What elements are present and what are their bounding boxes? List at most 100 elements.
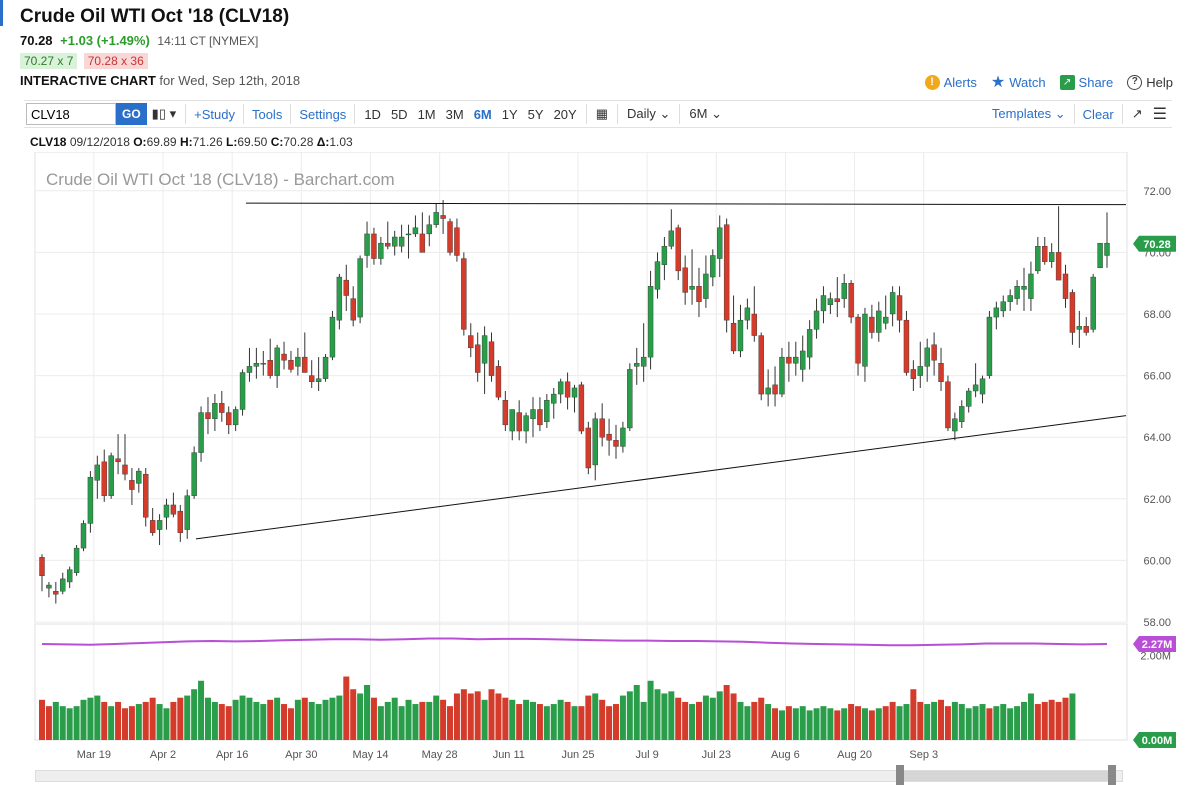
volume-bar	[910, 689, 917, 740]
watch-label: Watch	[1009, 74, 1046, 90]
candle-down	[143, 473, 149, 518]
candle-up	[66, 569, 73, 583]
volume-avg-tag	[1133, 635, 1176, 652]
range-6m[interactable]: 6M	[473, 106, 492, 122]
candle-up	[959, 406, 965, 422]
candle-down	[281, 353, 287, 361]
range-1y[interactable]: 1Y	[501, 106, 518, 122]
volume-bar	[778, 710, 785, 740]
volume-bar	[225, 706, 232, 740]
range-3m[interactable]: 3M	[445, 106, 464, 122]
share-link[interactable]: ↗ Share	[1059, 74, 1113, 90]
candle-down	[1069, 292, 1076, 333]
range-20y[interactable]: 20Y	[553, 106, 577, 122]
volume-bar	[516, 704, 523, 740]
range-1d[interactable]: 1D	[364, 106, 381, 122]
volume-bar	[287, 708, 294, 740]
candle-up	[60, 578, 66, 592]
go-button[interactable]: GO	[116, 103, 147, 125]
volume-bar	[924, 704, 931, 740]
ohlc-c-label: C:	[270, 135, 284, 149]
expand-icon[interactable]: ↗	[1131, 106, 1143, 121]
scroll-handle-right[interactable]	[1108, 765, 1116, 785]
templates-button[interactable]: Templates ⌄	[991, 106, 1066, 121]
calendar-icon[interactable]: ▦	[595, 106, 608, 121]
candle-up	[357, 258, 363, 318]
volume-bar	[1048, 699, 1055, 740]
quote-line: 70.28 +1.03 (+1.49%) 14:11 CT [NYMEX]	[20, 33, 258, 48]
volume-bar	[350, 689, 357, 740]
candle-up	[184, 495, 190, 530]
watch-link[interactable]: ★ Watch	[991, 72, 1046, 92]
volume-bar	[419, 701, 426, 740]
candle-down	[288, 359, 294, 370]
volume-bar	[426, 701, 433, 740]
candle-down	[945, 381, 951, 429]
share-icon: ↗	[1059, 74, 1075, 90]
help-link[interactable]: ? Help	[1127, 74, 1173, 90]
range-1m[interactable]: 1M	[417, 106, 436, 122]
candle-up	[952, 418, 958, 432]
volume-bar	[536, 704, 543, 740]
volume-bar	[578, 706, 585, 740]
ohlc-d-label: Δ:	[316, 135, 330, 149]
volume-bar	[274, 697, 281, 740]
price-chart[interactable]: Mar 19 Apr 2 Apr 16 Apr 30 May 14 May 28 Jun 1…	[0, 152, 1185, 767]
ohlc-h-label: H:	[179, 135, 193, 149]
candle-down	[1083, 326, 1089, 333]
x-tick-label: Aug 6	[771, 749, 800, 761]
candle-down	[350, 298, 356, 321]
candle-up	[378, 242, 384, 259]
settings-button[interactable]: Settings	[299, 106, 347, 122]
candle-up	[571, 387, 578, 398]
scroll-handle-left[interactable]	[896, 765, 904, 785]
candle-down	[205, 412, 211, 419]
candle-down	[1055, 252, 1062, 281]
clear-button[interactable]: Clear	[1082, 106, 1114, 122]
volume-avg-label: 2.27M	[1142, 639, 1173, 651]
volume-bar	[917, 701, 924, 740]
tools-button[interactable]: Tools	[251, 106, 283, 122]
volume-bar	[1000, 704, 1007, 740]
candle-up	[322, 356, 329, 379]
period-select[interactable]: 6M ⌄	[689, 106, 722, 121]
x-tick-label: Jul 9	[635, 749, 658, 761]
menu-icon[interactable]: ☰	[1152, 106, 1167, 123]
volume-bar	[322, 699, 329, 740]
volume-bar	[661, 693, 668, 740]
candle-up	[993, 307, 1000, 318]
volume-bar	[882, 706, 889, 740]
range-5d[interactable]: 5D	[390, 106, 408, 122]
symbol-input[interactable]	[26, 103, 116, 125]
volume-bar	[115, 701, 122, 740]
volume-bar	[87, 697, 94, 740]
candle-down	[440, 215, 446, 219]
volume-bar	[1062, 697, 1069, 740]
candle-down	[267, 359, 273, 376]
candle-up	[717, 227, 723, 259]
interval-select[interactable]: Daily ⌄	[627, 106, 671, 121]
range-5y[interactable]: 5Y	[527, 106, 544, 122]
alerts-link[interactable]: ! Alerts	[924, 74, 977, 90]
candle-up	[391, 236, 398, 247]
volume-bar	[440, 699, 447, 740]
candle-up	[668, 230, 675, 247]
scrollbar-thumb[interactable]	[898, 771, 1116, 781]
chart-title: Crude Oil WTI Oct '18 (CLV18) - Barchart…	[46, 170, 395, 189]
volume-bar	[986, 708, 993, 740]
candle-up	[965, 390, 972, 407]
chart-type-icon[interactable]: ▮▯ ▾	[151, 106, 177, 121]
candle-down	[910, 369, 917, 379]
candle-down	[599, 418, 605, 438]
volume-bar	[170, 701, 177, 740]
candle-up	[627, 369, 633, 429]
interactive-chart-label: INTERACTIVE CHART for Wed, Sep 12th, 201…	[20, 73, 300, 88]
chart-scrollbar[interactable]	[35, 765, 1123, 785]
candle-up	[80, 523, 87, 549]
study-button[interactable]: +Study	[194, 106, 235, 122]
volume-bar	[633, 685, 640, 740]
candle-up	[1021, 286, 1027, 290]
candle-up	[661, 246, 668, 265]
candle-up	[1048, 252, 1055, 262]
candle-down	[309, 375, 315, 382]
